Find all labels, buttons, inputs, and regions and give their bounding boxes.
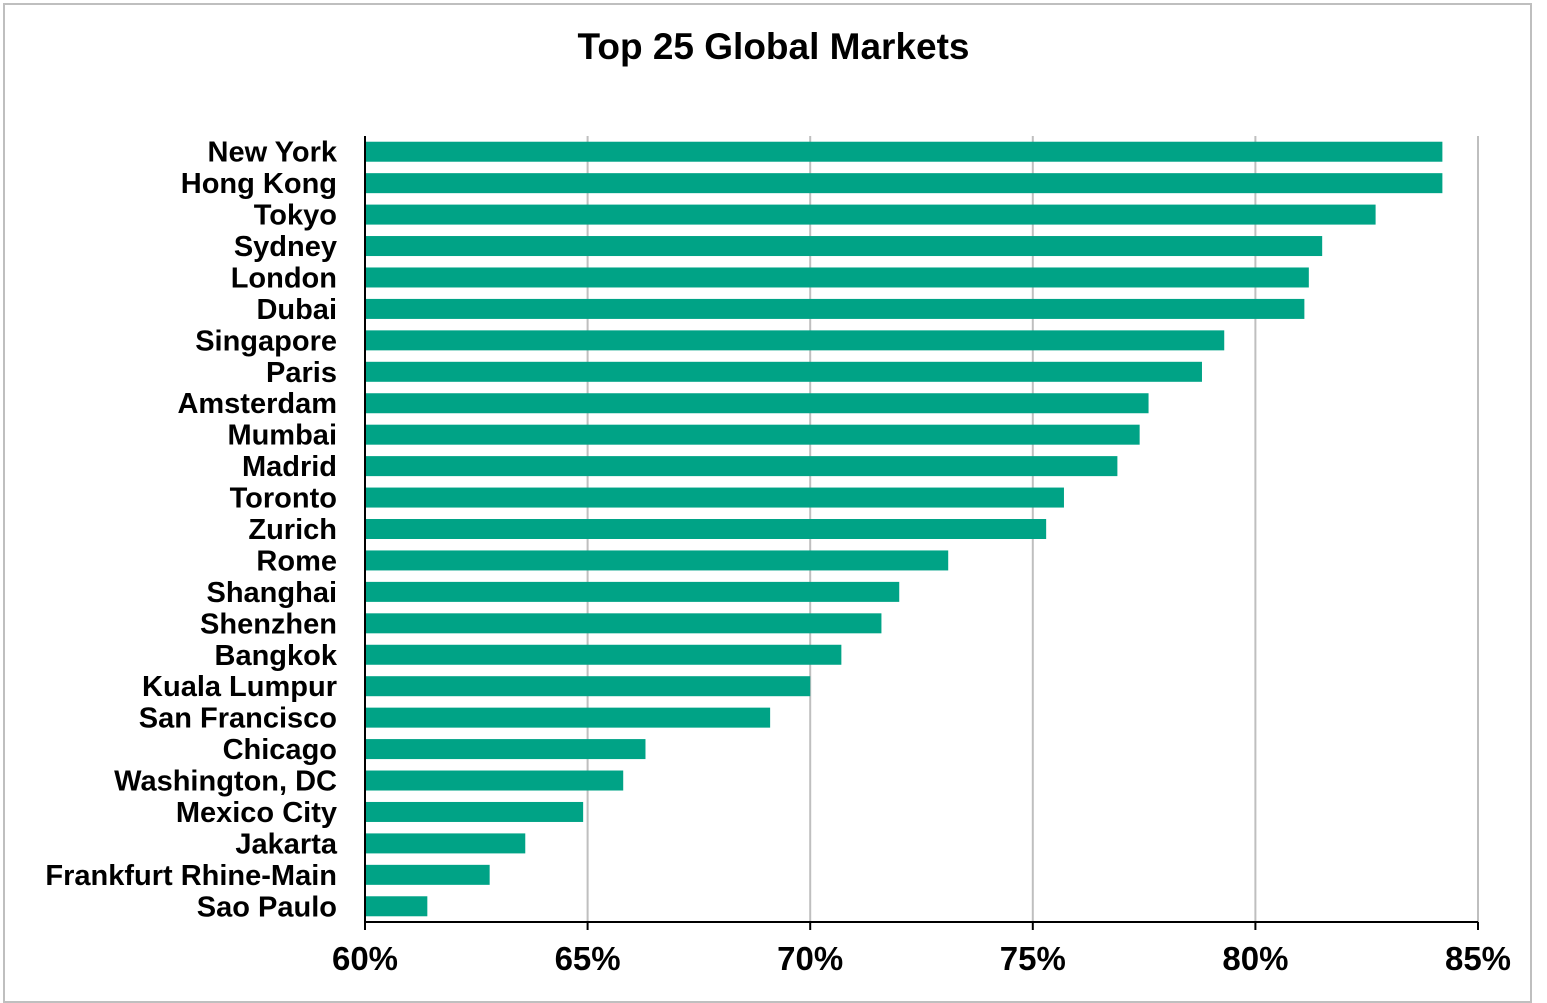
- category-label: Singapore: [195, 325, 337, 357]
- x-tick-label: 70%: [777, 940, 843, 977]
- bar: [365, 519, 1047, 539]
- x-tick-labels: 60% 65% 70% 75% 80% 85%: [332, 940, 1511, 977]
- bar: [365, 833, 526, 854]
- bar: [365, 487, 1064, 508]
- chart-title: Top 25 Global Markets: [577, 26, 970, 67]
- category-label: Bangkok: [215, 640, 338, 672]
- bar: [365, 896, 428, 917]
- bar: [365, 707, 771, 728]
- bar: [365, 581, 900, 602]
- bar: [365, 204, 1376, 225]
- category-label: Mexico City: [176, 797, 337, 829]
- bar: [365, 330, 1225, 351]
- category-label: Amsterdam: [177, 388, 337, 420]
- category-label: Hong Kong: [181, 168, 337, 200]
- bar: [365, 613, 882, 634]
- x-tick-label: 85%: [1445, 940, 1511, 977]
- x-tick-label: 80%: [1222, 940, 1288, 977]
- category-label: Rome: [256, 545, 337, 577]
- x-tick-label: 60%: [332, 940, 398, 977]
- bar: [365, 267, 1309, 288]
- bar: [365, 550, 949, 571]
- category-label: Mumbai: [227, 420, 337, 452]
- category-label: Madrid: [242, 451, 337, 483]
- category-label: Jakarta: [235, 828, 337, 860]
- category-label: Toronto: [230, 483, 337, 515]
- x-tick-label: 75%: [1000, 940, 1066, 977]
- category-label: Sao Paulo: [197, 891, 337, 923]
- category-label: Chicago: [223, 734, 337, 766]
- bar: [365, 456, 1118, 477]
- category-label: Washington, DC: [114, 766, 337, 798]
- bar: [365, 739, 646, 760]
- category-label: Tokyo: [254, 200, 337, 232]
- category-label: Sydney: [234, 231, 337, 263]
- category-label: Shenzhen: [200, 608, 337, 640]
- bar: [365, 676, 811, 697]
- category-label: New York: [208, 137, 338, 169]
- category-label: Dubai: [256, 294, 337, 326]
- bar: [365, 141, 1443, 162]
- category-label: London: [231, 262, 337, 294]
- bar: [365, 298, 1305, 319]
- category-label: Frankfurt Rhine-Main: [45, 860, 337, 892]
- bar: [365, 173, 1443, 194]
- bar: [365, 424, 1140, 445]
- bar: [365, 393, 1149, 414]
- bar: [365, 770, 624, 791]
- axes: [364, 136, 1479, 930]
- bar: [365, 864, 490, 885]
- category-label: Kuala Lumpur: [142, 671, 337, 703]
- bar: [365, 236, 1323, 257]
- bar: [365, 801, 584, 822]
- category-label: Shanghai: [206, 577, 337, 609]
- bar: [365, 361, 1202, 382]
- bars: [365, 141, 1443, 917]
- category-label: Paris: [266, 357, 337, 389]
- bar: [365, 644, 842, 665]
- category-label: Zurich: [248, 514, 337, 546]
- category-label: San Francisco: [139, 703, 337, 735]
- x-tick-label: 65%: [555, 940, 621, 977]
